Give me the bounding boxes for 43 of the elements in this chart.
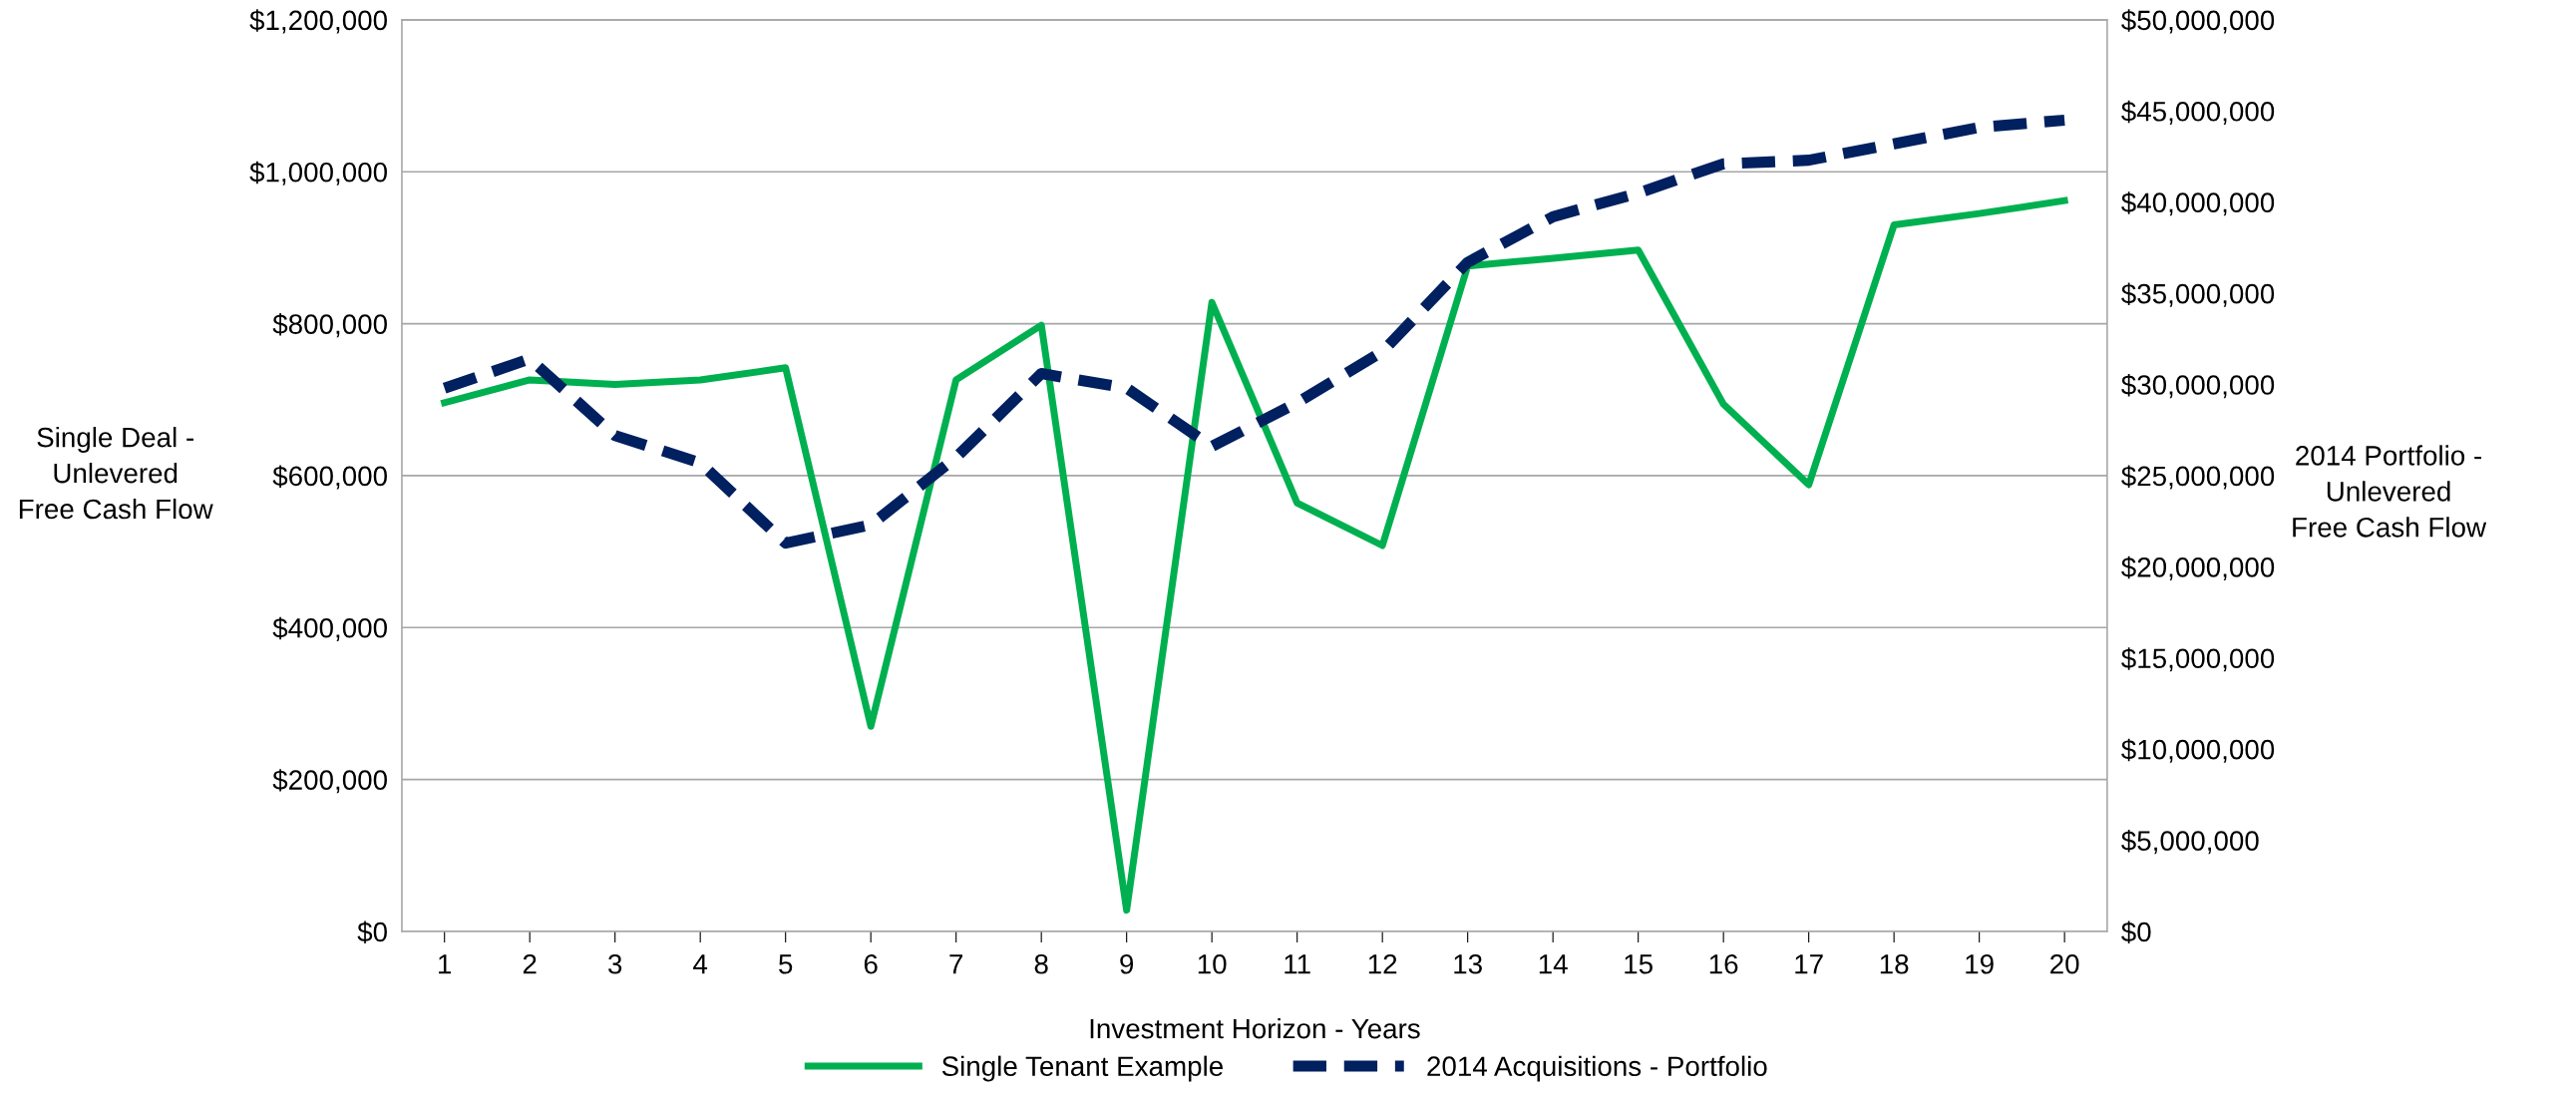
- y-tick-label: $1,000,000: [249, 161, 387, 185]
- y2-tick-label: $50,000,000: [2121, 9, 2275, 34]
- y-tick-label: $600,000: [272, 465, 387, 490]
- y-tick-label: $400,000: [272, 616, 387, 641]
- y2-tick-label: $45,000,000: [2121, 100, 2275, 125]
- x-tick-label: 18: [1880, 953, 1909, 974]
- x-tick-label: 19: [1966, 953, 1994, 974]
- x-tick-label: 8: [1034, 953, 1048, 974]
- legend-label: 2014 Acquisitions - Portfolio: [1427, 1055, 1767, 1082]
- x-tick-label: 5: [779, 954, 793, 974]
- x-tick-label: 9: [1120, 953, 1134, 974]
- y2-tick-label: $40,000,000: [2121, 191, 2275, 216]
- x-tick-label: 6: [864, 953, 878, 974]
- x-tick-label: 7: [949, 954, 963, 974]
- x-axis-title: Investment Horizon - Years: [1090, 1017, 1420, 1039]
- x-tick-label: 1: [439, 954, 452, 974]
- y2-tick-label: $15,000,000: [2121, 647, 2275, 672]
- x-tick-label: 2: [523, 953, 537, 974]
- y2-tick-label: $35,000,000: [2121, 282, 2275, 307]
- x-tick-label: 14: [1539, 954, 1568, 974]
- y-axis-title: Single Deal - Unlevered Free Cash Flow: [19, 427, 213, 520]
- x-tick-label: 17: [1795, 954, 1823, 974]
- x-tick-label: 15: [1625, 954, 1653, 974]
- y-tick-label: $200,000: [272, 769, 387, 794]
- legend-label: Single Tenant Example: [941, 1055, 1223, 1082]
- y2-axis-title: 2014 Portfolio - Unlevered Free Cash Flow: [2293, 445, 2487, 538]
- y2-tick-label: $5,000,000: [2121, 830, 2259, 855]
- y-tick-label: $0: [357, 920, 387, 943]
- x-tick-label: 10: [1198, 953, 1227, 974]
- y2-tick-label: $20,000,000: [2121, 555, 2275, 580]
- x-tick-label: 11: [1285, 954, 1310, 974]
- x-tick-label: 16: [1709, 953, 1738, 974]
- y2-tick-label: $10,000,000: [2121, 738, 2275, 763]
- x-tick-label: 4: [693, 954, 708, 974]
- y2-tick-label: $30,000,000: [2121, 374, 2275, 399]
- y2-tick-label: $0: [2121, 920, 2151, 943]
- x-tick-label: 3: [608, 953, 622, 974]
- x-tick-label: 12: [1368, 953, 1397, 974]
- y2-tick-label: $25,000,000: [2121, 465, 2275, 490]
- y-tick-label: $800,000: [272, 313, 387, 338]
- x-tick-label: 20: [2050, 953, 2079, 974]
- y-tick-label: $1,200,000: [249, 9, 387, 34]
- x-tick-label: 13: [1454, 953, 1482, 974]
